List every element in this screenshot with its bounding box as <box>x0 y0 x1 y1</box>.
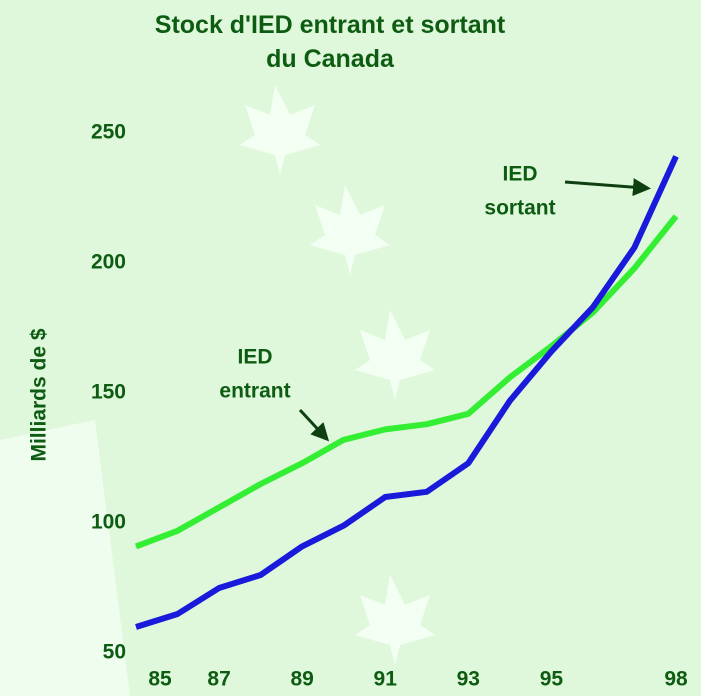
annotation: sortant <box>484 197 555 220</box>
background-shape <box>0 420 130 696</box>
annotation: IED <box>502 163 537 186</box>
x-tick-label: 89 <box>290 668 313 691</box>
x-tick-label: 87 <box>207 668 230 691</box>
x-tick-label: 93 <box>457 668 480 691</box>
y-tick-label: 50 <box>103 641 126 664</box>
annotation: IED <box>237 346 272 369</box>
y-axis-label: Milliards de $ <box>28 328 51 461</box>
annotation-arrow <box>564 178 651 197</box>
y-tick-label: 250 <box>91 121 126 144</box>
series-line <box>135 155 679 630</box>
leaf-decorations <box>240 85 435 665</box>
annotation-arrow <box>298 408 330 442</box>
x-tick-label: 91 <box>374 668 398 691</box>
x-tick-label: 98 <box>664 668 688 691</box>
x-tick-label: 95 <box>540 668 564 691</box>
annotation: entrant <box>219 380 290 403</box>
y-tick-label: 150 <box>91 381 126 404</box>
y-tick-label: 100 <box>91 511 126 534</box>
y-tick-label: 200 <box>91 251 126 274</box>
chart-title: Stock d'IED entrant et sortant du Canada <box>154 11 506 73</box>
x-tick-label: 85 <box>148 668 172 691</box>
